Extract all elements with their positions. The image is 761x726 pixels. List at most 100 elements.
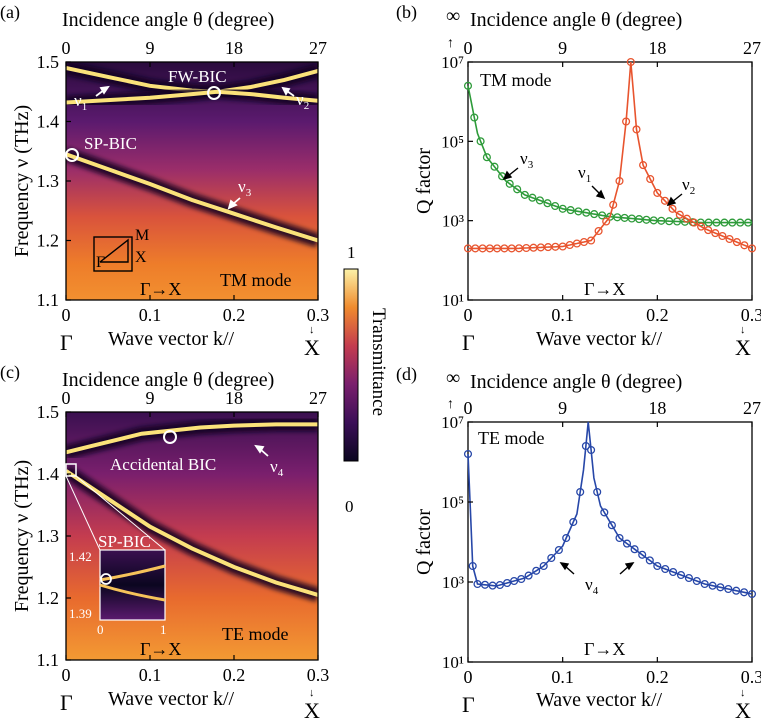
panel-a-label: (a): [0, 2, 20, 23]
series-line-ν3: [467, 85, 752, 224]
x-tick-label: 0.2: [646, 667, 669, 687]
panel-c-accidental-bic-label: Accidental BIC: [110, 455, 216, 474]
series-point-ν3: [535, 196, 544, 205]
panel-a-gamma-label: Γ: [60, 330, 73, 355]
top-tick-label: 18: [225, 388, 243, 408]
series-point-ν4: [593, 487, 602, 497]
panel-a-spbic-label: SP-BIC: [84, 134, 137, 153]
panel-c-inset-band-upper: [99, 564, 166, 582]
panel-c-label: (c): [0, 362, 20, 383]
top-tick-label: 27: [743, 398, 761, 418]
series-point-ν3: [657, 216, 666, 225]
series-point-ν4: [747, 589, 757, 599]
panel-c-zoom-lines: [65, 475, 166, 551]
panel-a-bz-gamma: Γ: [96, 254, 105, 271]
y-tick-label: 1.2: [37, 588, 60, 608]
panel-d-top-axis-label: Incidence angle θ (degree): [470, 371, 682, 393]
series-point-ν4: [732, 586, 741, 595]
panel-b: (b) ∞ ↑ Incidence angle θ (degree) 10⁷ 10…: [396, 2, 761, 360]
series-point-ν4: [539, 561, 548, 571]
panel-d: (d) ∞ ↑ Incidence angle θ (degree) 10⁷ 10…: [396, 364, 761, 723]
panel-a-ticks: 1.51.41.31.21.10 0.1 0.2 0.30 9 18 27: [37, 38, 330, 325]
series-point-ν4: [569, 517, 578, 527]
series-point-ν4: [676, 570, 686, 580]
series-point-ν1/ν2: [711, 229, 720, 238]
series-point-ν3: [744, 218, 753, 227]
panel-a-direction-label: Γ→X: [140, 279, 181, 299]
series-point-ν1/ν2: [682, 214, 691, 223]
series-point-ν4: [554, 545, 563, 555]
series-point-ν1/ν2: [718, 231, 727, 241]
panel-d-up-arrow-icon: ↑: [447, 397, 454, 412]
panel-a-ylabel: Frequency ν (THz): [11, 105, 33, 257]
series-point-ν3: [590, 210, 599, 219]
y-tick-label: 10⁷: [441, 413, 464, 432]
series-point-ν3: [558, 204, 567, 213]
y-tick-label: 1.3: [37, 526, 60, 546]
series-point-ν1/ν2: [660, 196, 669, 205]
x-tick-label: 0.1: [551, 305, 574, 325]
top-tick-label: 27: [309, 388, 327, 408]
series-point-ν3: [728, 218, 737, 227]
series-point-ν3: [712, 218, 721, 227]
series-point-ν1/ν2: [725, 234, 734, 244]
panel-b-infinity-label: ∞: [446, 5, 460, 27]
panel-c-inset-ytop: 1.42: [69, 549, 92, 564]
top-tick-label: 0: [464, 398, 473, 418]
panel-a-top-axis-label: Incidence angle θ (degree): [62, 9, 274, 31]
top-tick-label: 27: [309, 38, 327, 58]
x-tick-label: 0.2: [223, 305, 246, 325]
panel-d-series: [463, 421, 757, 599]
x-tick-label: 0.1: [139, 305, 162, 325]
panel-c: (c) Incidence angle θ (degree) 1.5 1.4 1.3…: [0, 362, 329, 723]
panel-a-bz-x: X: [135, 249, 147, 266]
panel-c-x-point-label: X: [304, 698, 320, 723]
panel-c-spbic-marker: [100, 573, 112, 585]
series-point-ν1/ν2: [594, 226, 603, 236]
series-line-ν1/ν2: [468, 61, 753, 250]
top-tick-label: 9: [146, 388, 155, 408]
panel-d-x-point-label: X: [735, 698, 751, 723]
series-point-ν4: [562, 533, 571, 543]
y-tick-label: 10³: [442, 212, 464, 231]
series-point-ν1/ν2: [653, 188, 662, 197]
series-point-ν4: [581, 441, 590, 451]
series-point-ν4: [740, 588, 749, 597]
panel-b-arrow-icons: [502, 167, 683, 207]
series-point-ν4: [653, 561, 662, 571]
y-tick-label: 10⁵: [441, 493, 464, 512]
panel-d-down-arrow-icon: ↓: [740, 687, 746, 699]
series-point-ν4: [622, 539, 632, 548]
panel-d-xlabel: Wave vector k//: [536, 689, 663, 711]
panel-b-label: (b): [396, 2, 417, 23]
panel-c-ylabel: Frequency ν (THz): [11, 460, 33, 612]
series-point-ν4: [724, 584, 733, 594]
series-point-ν4: [692, 576, 701, 586]
top-tick-label: 0: [62, 388, 71, 408]
series-point-ν4: [661, 564, 670, 574]
panel-b-series: [463, 57, 757, 253]
top-tick-label: 27: [743, 38, 761, 58]
y-tick-label: 10¹: [442, 291, 464, 310]
panel-c-inset-band-lower: [99, 583, 166, 602]
colorbar-min-label: 0: [345, 497, 354, 516]
panel-c-mode-label: TE mode: [222, 624, 288, 644]
panel-b-x-point-label: X: [735, 335, 751, 360]
series-point-ν1/ν2: [697, 222, 706, 231]
colorbar: 1 0 Transmittance: [343, 243, 389, 516]
series-point-ν4: [468, 561, 477, 571]
band-ν2: [66, 89, 318, 105]
series-point-ν3: [490, 162, 499, 171]
series-point-ν1/ν2: [732, 238, 741, 247]
top-tick-label: 0: [62, 38, 71, 58]
panel-c-inset-xleft: 0: [97, 622, 104, 637]
panel-b-frame: [467, 61, 753, 301]
panel-d-arrow-icons: [559, 562, 635, 575]
y-tick-label: 1.4: [37, 112, 60, 132]
top-tick-label: 9: [558, 38, 567, 58]
series-point-ν1/ν2: [668, 204, 677, 213]
panel-b-down-arrow-icon: ↓: [740, 324, 746, 336]
panel-a-mode-label: TM mode: [220, 270, 292, 290]
panel-c-inset-bg: [99, 549, 166, 621]
y-tick-label: 10⁷: [441, 53, 464, 72]
